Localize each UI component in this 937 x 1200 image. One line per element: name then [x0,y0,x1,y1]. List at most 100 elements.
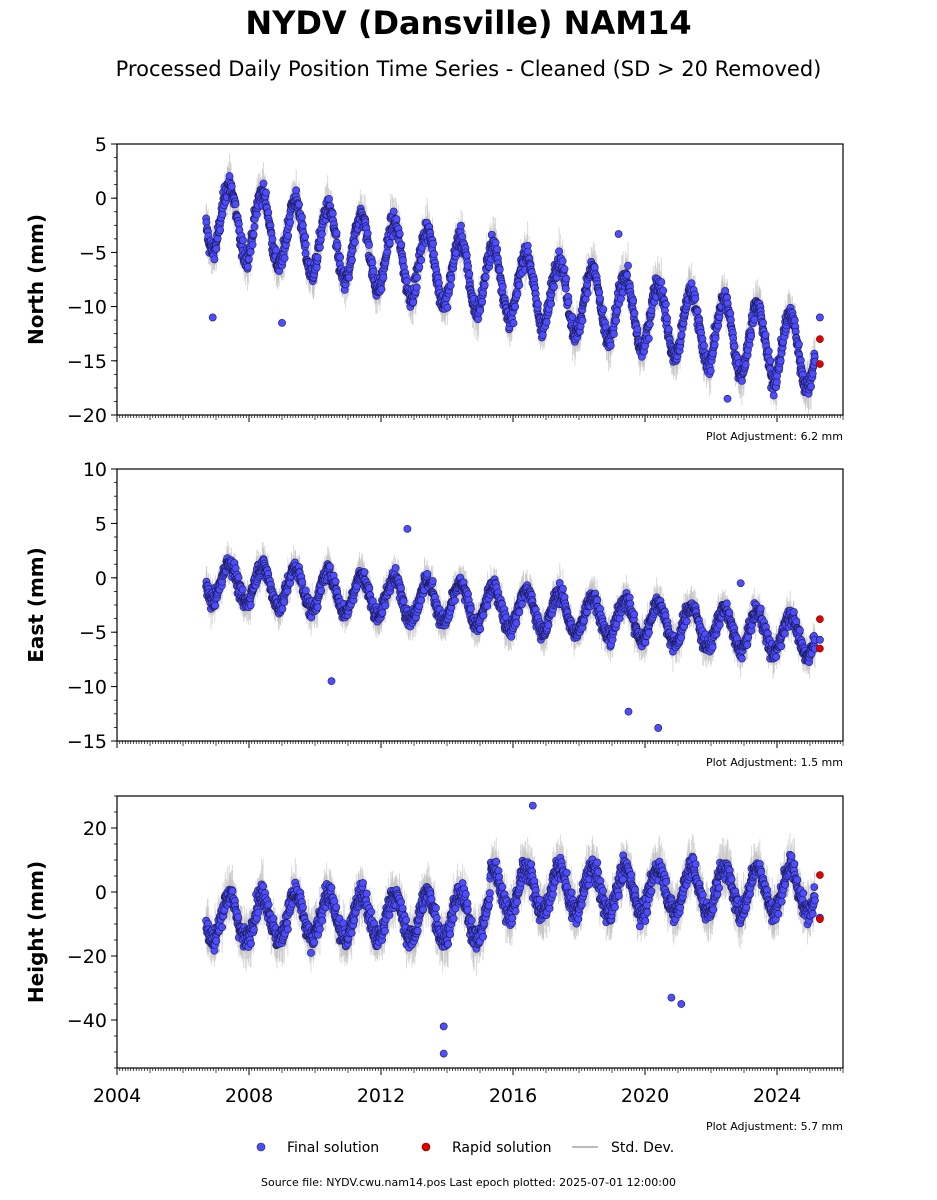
final-point [568,312,577,321]
final-point [301,240,310,249]
final-point [239,236,247,245]
final-point [415,262,424,271]
final-point [741,360,750,369]
final-point [446,281,455,290]
final-point [365,241,373,249]
final-point [606,341,615,350]
final-point [698,334,707,343]
final-point [624,261,632,270]
plot-adjustment-note: Plot Adjustment: 6.2 mm [706,430,843,443]
final-point [534,299,542,308]
final-point [264,208,273,217]
final-point [363,229,372,238]
final-point [480,281,489,290]
final-point [243,262,252,271]
final-point [807,382,816,391]
final-point [397,240,406,249]
final-point [764,347,773,356]
final-point [392,215,401,224]
final-point-outlier [723,394,732,403]
final-point [385,239,394,248]
final-point [610,330,618,338]
final-point [474,315,482,324]
final-point [564,298,573,307]
final-point [317,230,326,239]
final-point [417,256,426,265]
final-point [558,257,567,266]
final-point [262,188,270,197]
final-point [481,273,490,281]
final-point [225,172,234,180]
final-point [795,340,803,349]
final-point [336,253,345,262]
final-point [412,283,421,292]
final-point [429,239,437,248]
data-layer-0 [202,153,824,415]
final-point [613,307,622,315]
chart-subtitle: Processed Daily Position Time Series - C… [115,57,822,81]
final-point [599,305,608,314]
final-point [706,366,715,375]
final-point [248,240,257,249]
final-point [409,298,418,307]
rapid-point [816,335,824,343]
final-point [498,282,507,291]
final-point [730,342,739,351]
final-point [630,309,639,318]
final-point [389,207,398,216]
final-point-outlier [769,391,778,400]
final-point [286,218,295,227]
final-point [644,334,653,343]
final-point [709,349,717,358]
final-point [737,377,746,385]
final-point [299,221,307,230]
final-point [623,271,631,279]
final-point [216,226,225,234]
final-point [693,307,702,315]
final-point [555,247,563,256]
final-point [476,306,485,315]
final-point [377,285,386,294]
final-point-outlier [208,313,217,322]
final-point [761,330,770,339]
final-point [491,238,500,247]
final-point [511,302,520,311]
y-tick-label: −5 [79,242,107,264]
final-point [447,274,456,283]
final-point [687,279,696,288]
final-point [250,222,259,231]
final-point [328,209,337,218]
final-point [509,319,518,327]
final-point [766,356,775,365]
final-point [657,278,666,287]
final-point [612,316,621,325]
final-point-outlier [278,318,286,327]
final-point [333,241,342,250]
final-point [560,265,569,273]
final-point [324,194,333,203]
final-point [710,340,719,349]
final-point [259,179,268,188]
final-point [295,200,303,209]
final-point [227,182,236,191]
final-point [700,341,708,350]
final-point [664,325,673,334]
final-point [776,356,785,365]
final-point [515,281,524,290]
final-point [298,213,306,221]
final-point [596,294,605,303]
final-point [464,262,472,271]
y-tick-label: −10 [67,297,107,319]
rapid-point [816,360,824,368]
data-layer-1 [202,524,824,732]
final-point [661,300,670,309]
final-point [578,316,587,325]
y-tick-label: −20 [67,405,107,427]
final-point [645,320,654,329]
final-point [345,273,353,282]
final-point [252,210,261,219]
final-point [268,235,277,244]
final-point [590,263,599,272]
final-point [313,253,322,262]
